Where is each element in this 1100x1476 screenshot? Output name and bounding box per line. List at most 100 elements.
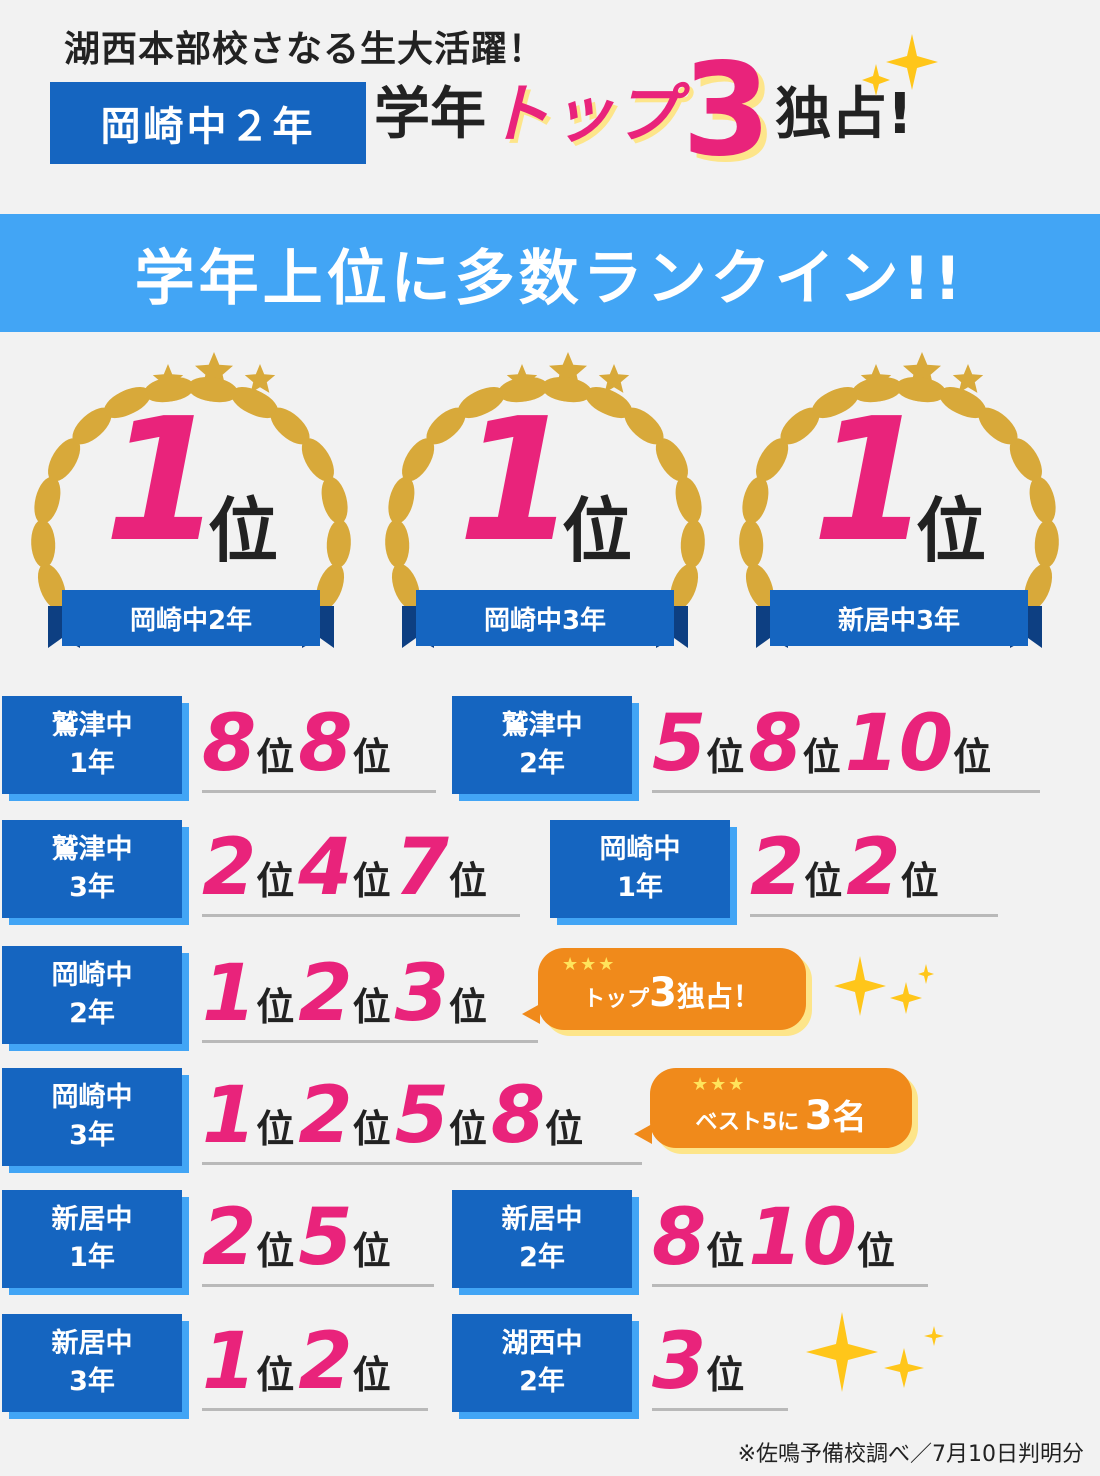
rank-number: 4: [298, 823, 353, 913]
rank-unit: 位: [448, 859, 487, 903]
rank-list: 2位2位: [750, 822, 998, 917]
rank-unit: 位: [352, 985, 391, 1029]
title-pre: 学年: [374, 82, 486, 147]
grade-name: 1年: [617, 872, 663, 903]
laurel-award: 1 位岡崎中2年: [18, 348, 364, 678]
rank-item: 8位: [491, 1070, 587, 1162]
main-title: 学年トップ3独占!: [374, 47, 913, 182]
rank-number: 3: [394, 949, 449, 1039]
bubble-text: ベスト5に: [695, 1110, 800, 1135]
rank-list: 3位: [652, 1316, 788, 1411]
school-grade-label: 鷲津中 2年: [452, 696, 632, 794]
rank-list: 8位10位: [652, 1192, 928, 1287]
award-rank-unit: 位: [916, 490, 986, 572]
grade-name: 2年: [519, 1242, 565, 1273]
school-grade-label: 鷲津中 1年: [2, 696, 182, 794]
grade-name: 2年: [519, 1366, 565, 1397]
rank-unit: 位: [856, 1229, 895, 1273]
rank-list: 1位2位5位8位: [202, 1070, 642, 1165]
rank-unit: 位: [256, 1107, 295, 1151]
grade-name: 3年: [69, 872, 115, 903]
rank-item: 3位: [652, 1316, 748, 1408]
rank-item: 2位: [202, 1192, 298, 1284]
rank-item: 1位: [202, 1070, 298, 1162]
school-badge: 岡崎中２年: [50, 82, 366, 164]
rank-unit: 位: [706, 1353, 745, 1397]
rank-item: 2位: [298, 948, 394, 1040]
rank-list: 5位8位10位: [652, 698, 1040, 793]
school-grade-label: 鷲津中 3年: [2, 820, 182, 918]
rank-item: 5位: [395, 1070, 491, 1162]
rank-unit: 位: [804, 859, 843, 903]
grade-name: 1年: [69, 748, 115, 779]
rank-number: 8: [202, 699, 257, 789]
school-name: 岡崎中: [51, 1082, 133, 1113]
best5-bubble: ★★★ ベスト5に 3名: [634, 1068, 912, 1148]
stars-icon: ★★★: [692, 1074, 747, 1095]
rank-item: 2位: [750, 822, 846, 914]
bubble-number: 3: [804, 1093, 833, 1139]
rank-item: 3位: [395, 948, 491, 1040]
rank-number: 10: [748, 1193, 857, 1283]
rank-list: 2位4位7位: [202, 822, 520, 917]
rank-item: 2位: [846, 822, 942, 914]
rank-unit: 位: [256, 735, 295, 779]
rank-list: 8位8位: [202, 698, 436, 793]
school-name: 新居中: [51, 1328, 133, 1359]
rank-item: 2位: [202, 822, 298, 914]
rank-number: 8: [490, 1071, 546, 1161]
rank-number: 3: [652, 1317, 707, 1407]
rank-item: 4位: [298, 822, 394, 914]
rank-list: 1位2位3位: [202, 948, 538, 1043]
rank-number: 2: [846, 823, 901, 913]
footnote: ※佐鳴予備校調べ／7月10日判明分: [737, 1442, 1084, 1467]
school-name: 岡崎中: [51, 960, 133, 991]
school-name: 鷲津中: [51, 834, 133, 865]
rank-unit: 位: [802, 735, 841, 779]
award-ribbon: 新居中3年: [770, 590, 1028, 646]
sparkle-icon: [806, 1312, 956, 1416]
rank-number: 1: [202, 1317, 257, 1407]
rank-number: 8: [298, 699, 353, 789]
school-grade-label: 新居中 3年: [2, 1314, 182, 1412]
grade-name: 1年: [69, 1242, 115, 1273]
bubble-text: 名: [832, 1098, 867, 1138]
bubble-text: 独占！: [676, 980, 761, 1013]
rank-item: 8位: [298, 698, 394, 790]
rank-number: 7: [394, 823, 449, 913]
grade-name: 2年: [69, 998, 115, 1029]
school-grade-label: 岡崎中 2年: [2, 946, 182, 1044]
rank-unit: 位: [256, 1229, 295, 1273]
rank-unit: 位: [545, 1107, 584, 1151]
sparkle-icon: [862, 34, 942, 108]
rank-number: 2: [298, 949, 353, 1039]
award-rank-number: 1: [812, 382, 931, 580]
rank-number: 2: [202, 1193, 257, 1283]
school-name: 新居中: [501, 1204, 583, 1235]
rank-item: 10位: [748, 1192, 899, 1284]
top3-bubble: ★★★ トップ3独占！: [522, 948, 806, 1030]
rank-item: 10位: [845, 698, 996, 790]
grade-name: 3年: [69, 1366, 115, 1397]
rank-number: 8: [748, 699, 803, 789]
award-ribbon: 岡崎中2年: [62, 590, 320, 646]
rank-list: 2位5位: [202, 1192, 434, 1287]
school-grade-label: 新居中 2年: [452, 1190, 632, 1288]
sparkle-icon: [834, 956, 944, 1040]
rank-unit: 位: [256, 985, 295, 1029]
bubble-number: 3: [649, 970, 677, 1016]
school-grade-label: 新居中 1年: [2, 1190, 182, 1288]
title-top: トップ: [486, 78, 678, 152]
rank-unit: 位: [352, 1107, 391, 1151]
award-rank-unit: 位: [562, 490, 632, 572]
rank-unit: 位: [256, 1353, 295, 1397]
rank-unit: 位: [352, 735, 391, 779]
rank-item: 1位: [202, 1316, 298, 1408]
rank-item: 8位: [748, 698, 844, 790]
rank-number: 1: [202, 1071, 257, 1161]
school-name: 鷲津中: [51, 710, 133, 741]
stars-icon: ★★★: [562, 954, 617, 975]
rank-item: 1位: [202, 948, 298, 1040]
rank-unit: 位: [256, 859, 295, 903]
laurel-award: 1 位新居中3年: [726, 348, 1072, 678]
